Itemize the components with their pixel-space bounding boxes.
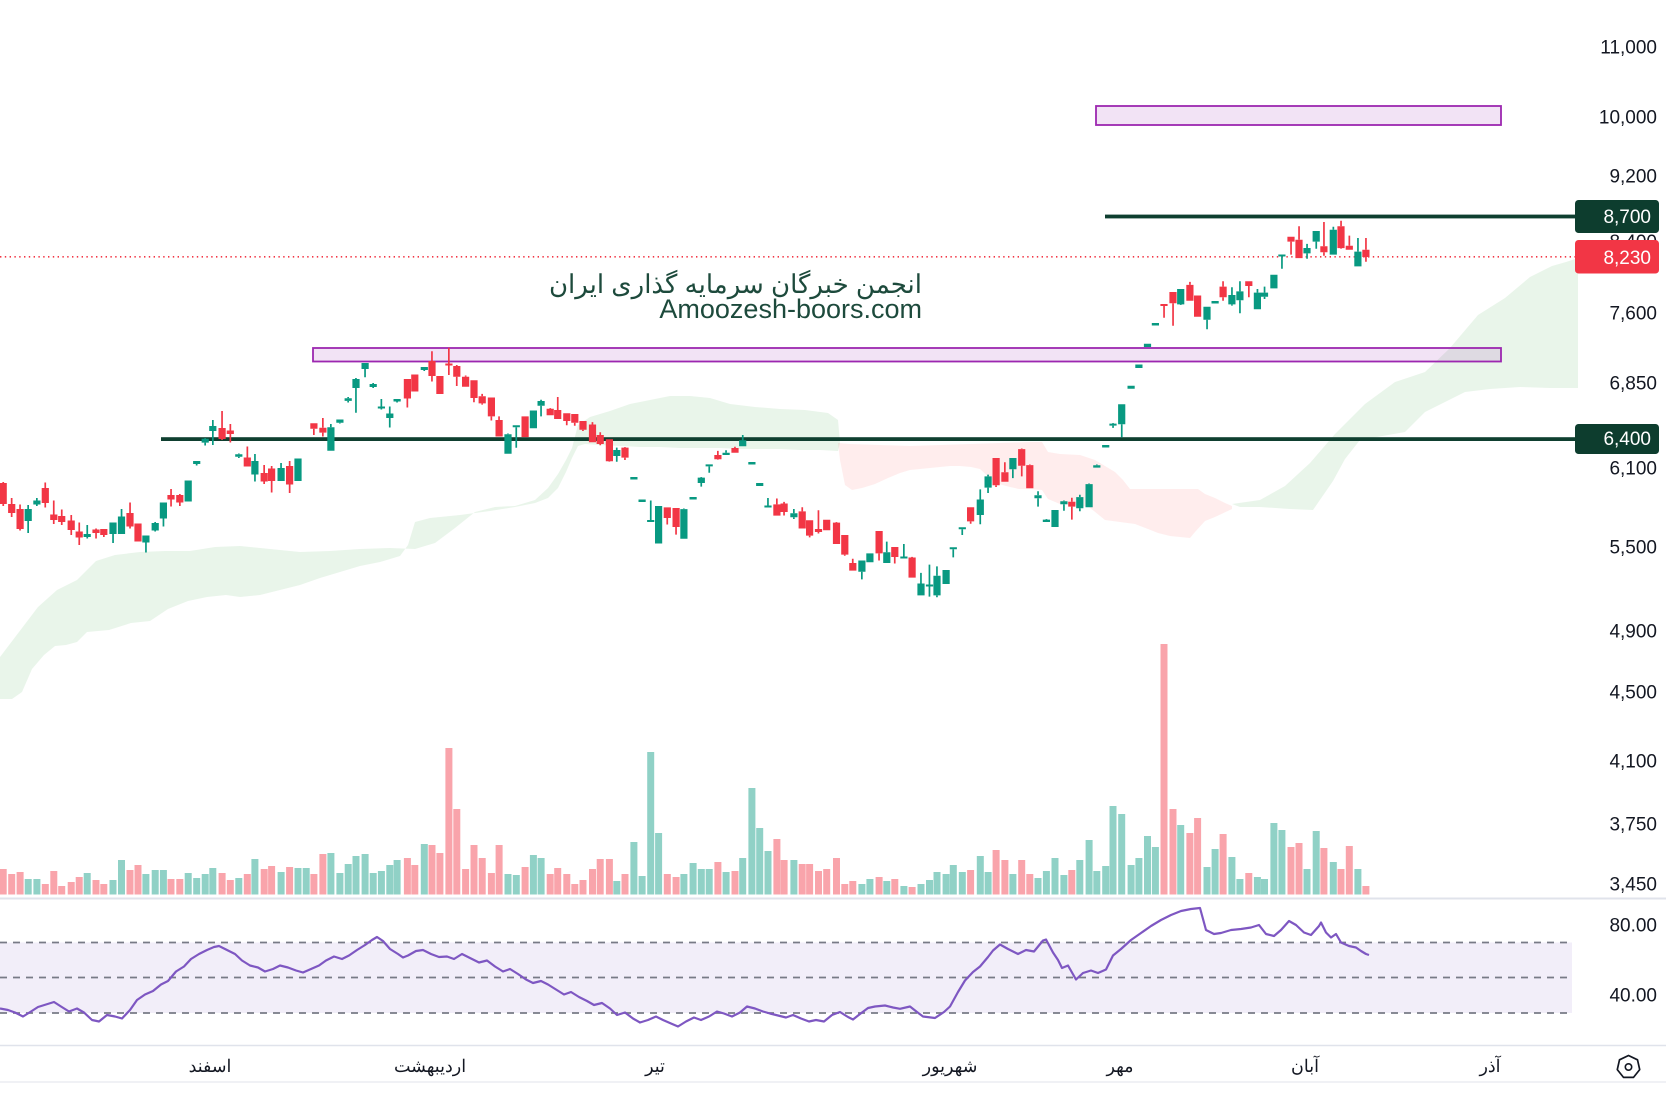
svg-text:5,500: 5,500 <box>1609 538 1657 559</box>
svg-text:3,450: 3,450 <box>1609 875 1657 896</box>
svg-text:40.00: 40.00 <box>1609 986 1657 1007</box>
svg-text:شهریور: شهریور <box>922 1056 978 1077</box>
svg-text:تیر: تیر <box>644 1056 665 1077</box>
svg-text:6,850: 6,850 <box>1609 374 1657 395</box>
svg-text:3,750: 3,750 <box>1609 815 1657 836</box>
svg-text:مهر: مهر <box>1105 1056 1133 1077</box>
svg-text:80.00: 80.00 <box>1609 916 1657 937</box>
svg-text:10,000: 10,000 <box>1599 108 1657 129</box>
svg-text:انجمن خبرگان سرمایه گذاری ایرا: انجمن خبرگان سرمایه گذاری ایران <box>549 269 922 300</box>
svg-text:6,100: 6,100 <box>1609 459 1657 480</box>
svg-text:8,700: 8,700 <box>1603 207 1651 228</box>
svg-text:Amoozesh-boors.com: Amoozesh-boors.com <box>659 294 922 324</box>
svg-text:4,500: 4,500 <box>1609 683 1657 704</box>
svg-text:4,100: 4,100 <box>1609 752 1657 773</box>
svg-text:آبان: آبان <box>1291 1055 1320 1076</box>
svg-text:11,000: 11,000 <box>1600 38 1657 59</box>
svg-text:4,900: 4,900 <box>1609 622 1657 643</box>
svg-text:6,400: 6,400 <box>1603 429 1651 450</box>
svg-text:8,230: 8,230 <box>1603 248 1651 269</box>
svg-text:7,600: 7,600 <box>1609 304 1657 325</box>
svg-text:آذر: آذر <box>1478 1055 1501 1077</box>
svg-text:9,200: 9,200 <box>1609 167 1657 188</box>
svg-text:اسفند: اسفند <box>189 1056 232 1076</box>
svg-text:اردیبهشت: اردیبهشت <box>394 1056 466 1077</box>
